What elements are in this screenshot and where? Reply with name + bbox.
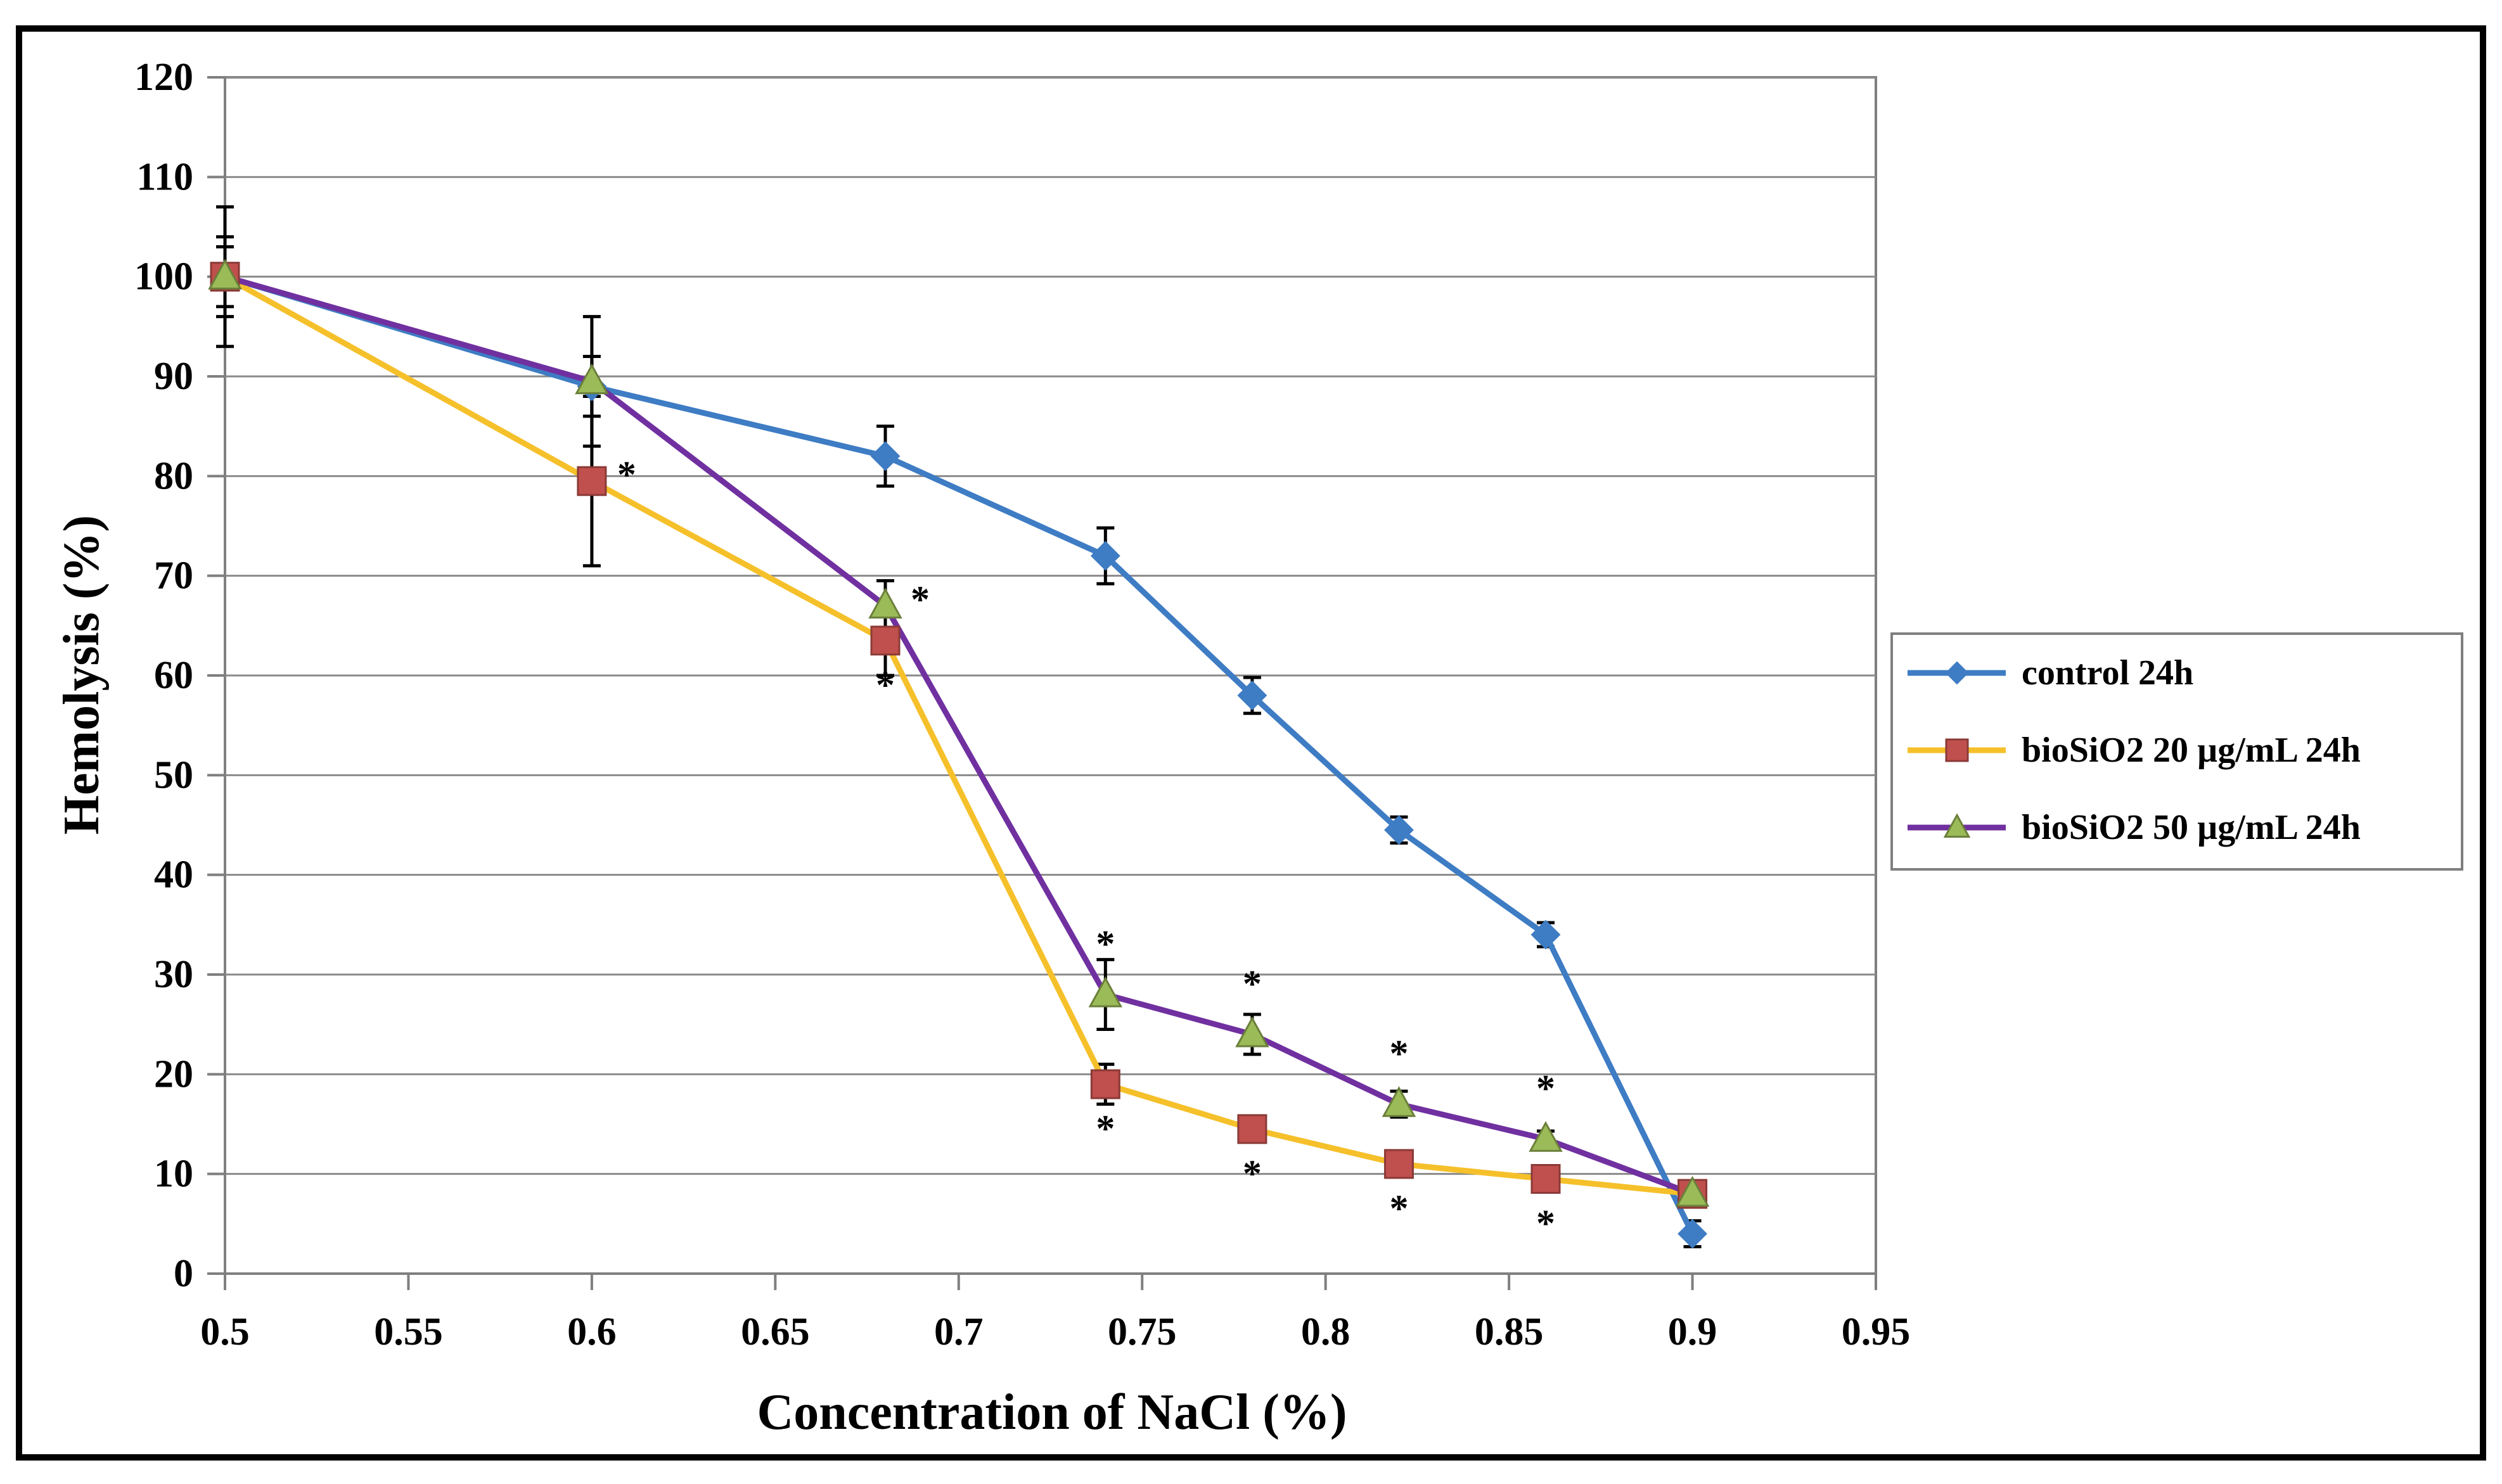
data-point: [1235, 1016, 1269, 1047]
y-tick-label: 40: [154, 854, 193, 897]
y-tick-label: 90: [154, 355, 193, 398]
significance-marker: *: [1536, 1203, 1555, 1244]
data-point: [1382, 1086, 1416, 1117]
significance-marker: *: [1389, 1187, 1408, 1229]
y-tick-label: 110: [136, 155, 193, 198]
data-point: [577, 466, 607, 496]
y-tick-label: 120: [134, 56, 193, 99]
significance-marker: *: [1243, 963, 1262, 1004]
x-tick-label: 0.95: [1842, 1310, 1911, 1353]
x-axis-title: Concentration of NaCl (%): [757, 1385, 1347, 1440]
data-point: [1675, 1175, 1710, 1207]
x-tick-label: 0.9: [1668, 1310, 1717, 1353]
data-point: [575, 363, 609, 395]
y-tick-label: 80: [154, 454, 193, 497]
y-tick-label: 30: [154, 953, 193, 996]
significance-marker: *: [617, 454, 636, 496]
data-point: [1237, 681, 1267, 710]
x-tick-label: 0.75: [1108, 1310, 1177, 1353]
y-tick-label: 10: [154, 1153, 193, 1196]
x-tick-label: 0.85: [1475, 1310, 1544, 1353]
significance-marker: *: [1096, 923, 1115, 964]
series-2-significance: * * * * *: [911, 579, 1555, 1110]
legend-label: control 24h: [2022, 653, 2193, 693]
significance-marker: *: [1389, 1033, 1408, 1075]
y-tick-label: 20: [154, 1052, 193, 1096]
data-point: [870, 441, 901, 471]
significance-marker: *: [1243, 1153, 1262, 1194]
x-tick-label: 0.65: [741, 1310, 810, 1353]
y-axis-title: Hemolysis (%): [54, 515, 110, 835]
data-point: [1237, 1114, 1267, 1144]
data-point: [1090, 541, 1120, 571]
series-line-2: [224, 274, 1694, 1197]
data-point: [1530, 919, 1561, 950]
x-tick-label: 0.5: [200, 1310, 250, 1353]
series-1-markers: [210, 262, 1708, 1209]
x-tick-label: 0.8: [1301, 1310, 1350, 1353]
significance-marker: *: [876, 664, 895, 706]
data-point: [1678, 1219, 1707, 1249]
series-1-significance: * * * * * *: [617, 454, 1555, 1244]
legend-swatch-marker: [1945, 738, 1969, 762]
data-point: [1530, 1164, 1561, 1194]
significance-marker: *: [911, 579, 930, 620]
legend-label: bioSiO2 20 µg/mL 24h: [2022, 731, 2361, 770]
legend-swatch-marker: [1945, 661, 1969, 685]
x-tick-label: 0.7: [934, 1310, 984, 1353]
data-point: [1088, 976, 1123, 1007]
y-tick-label: 50: [154, 753, 193, 796]
legend-label: bioSiO2 50 µg/mL 24h: [2022, 808, 2361, 847]
data-point: [868, 587, 902, 619]
y-tick-label: 60: [154, 654, 193, 697]
data-point: [1529, 1121, 1563, 1152]
legend: control 24h bioSiO2 20 µg/mL 24h bioSiO2 5…: [1890, 632, 2463, 871]
data-point: [1384, 815, 1414, 845]
x-tick-label: 0.6: [567, 1310, 617, 1353]
x-tick-label: 0.55: [374, 1310, 443, 1353]
data-point: [1383, 1149, 1414, 1179]
data-series: * * * * * * * * * * *: [208, 205, 1710, 1249]
significance-marker: *: [1096, 1108, 1115, 1149]
series-line-1: [223, 274, 1693, 1197]
data-point: [870, 625, 901, 656]
y-tick-label: 0: [174, 1252, 193, 1295]
significance-marker: *: [1536, 1068, 1555, 1110]
data-point: [1090, 1069, 1120, 1099]
y-tick-label: 70: [154, 554, 193, 598]
y-tick-label: 100: [134, 255, 193, 298]
data-point: [208, 259, 242, 290]
legend-swatch-marker: [1943, 813, 1971, 838]
series-2-markers: [208, 259, 1710, 1207]
series-line-0: [224, 274, 1695, 1236]
tick-labels: 0 10 20 30 40 50 60 70 80 90 100 110 120 0.5 0.55 0.6 0.…: [134, 56, 1910, 1353]
